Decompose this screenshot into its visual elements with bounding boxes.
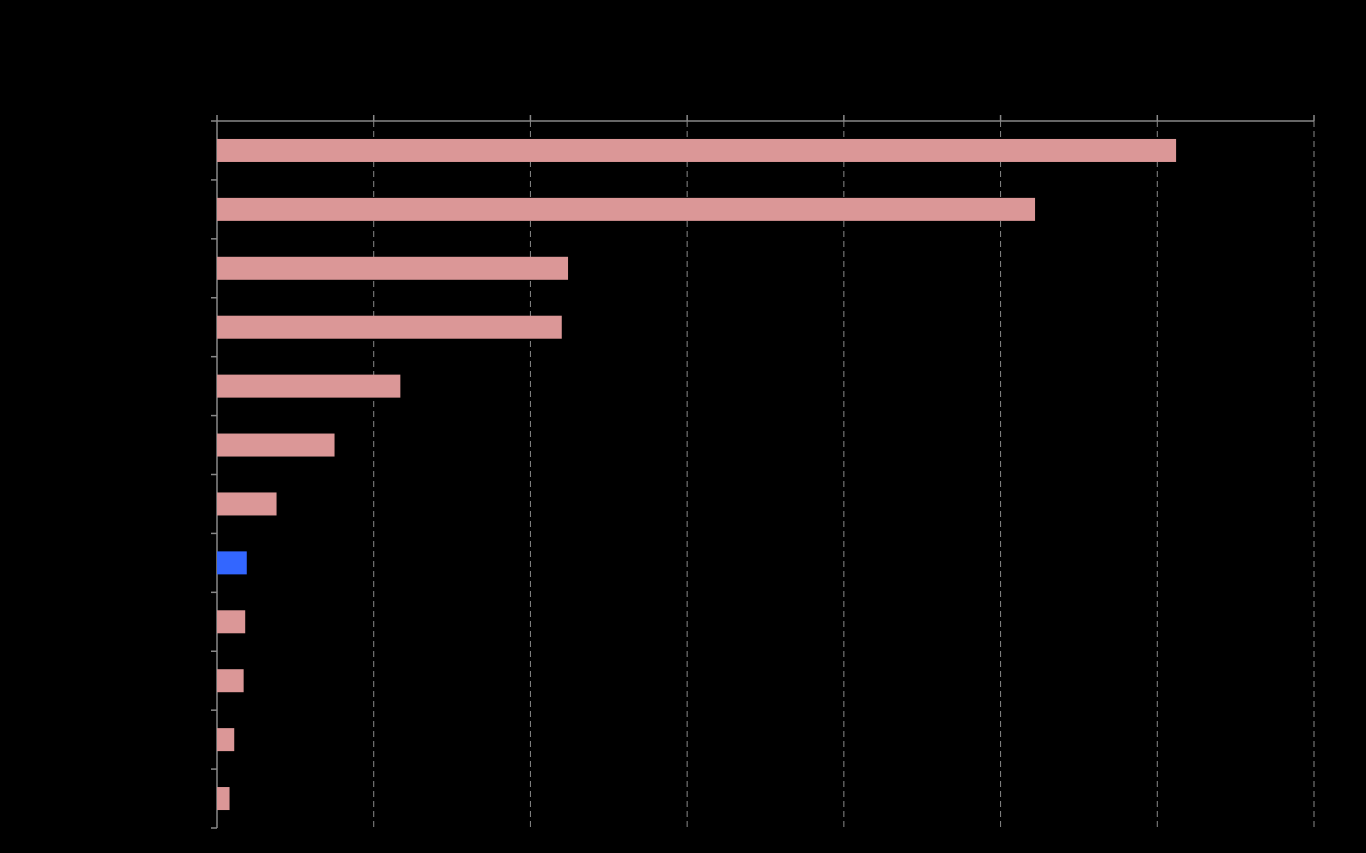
bar — [217, 197, 1036, 221]
bar — [217, 138, 1177, 162]
bar — [217, 374, 401, 398]
bar — [217, 492, 277, 516]
bar — [217, 256, 569, 280]
bar — [217, 315, 562, 339]
bar — [217, 610, 246, 634]
bar — [217, 669, 244, 693]
bar — [217, 433, 335, 457]
bar — [217, 551, 247, 575]
bar — [217, 728, 235, 752]
bar — [217, 787, 230, 811]
